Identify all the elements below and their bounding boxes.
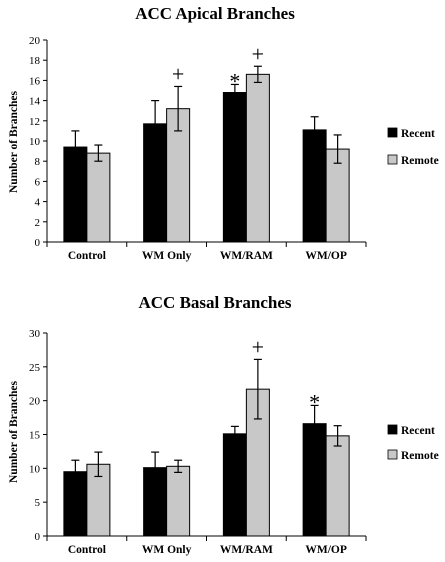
legend-label-recent: Recent	[401, 128, 435, 140]
annotations: +*	[252, 334, 320, 414]
legend-swatch-remote	[387, 449, 398, 460]
annotations: + * +	[172, 41, 264, 93]
error-bars	[71, 65, 342, 164]
error-bars	[71, 358, 342, 484]
asterisk-annotation: *	[309, 389, 320, 414]
bars	[63, 73, 350, 243]
legend-label-remote: Remote	[401, 450, 439, 462]
x-tick-label: WM/OP	[305, 250, 347, 262]
bars	[63, 388, 350, 537]
bar-recent	[302, 129, 327, 243]
plus-annotation: +	[172, 61, 184, 86]
x-tick-label: WM/RAM	[220, 544, 273, 556]
bar-remote	[166, 465, 191, 537]
legend-swatch-recent	[387, 127, 398, 138]
y-axis: 0 5 10 15 20 25 30	[29, 328, 48, 543]
bar-remote	[86, 152, 111, 243]
x-tick-label: WM Only	[142, 544, 192, 556]
x-axis: Control WM Only WM/RAM WM/OP	[46, 535, 367, 556]
bar-remote	[245, 73, 270, 243]
chart-basal: ACC Basal Branches Number of Branches 0 5…	[8, 293, 439, 556]
y-tick-label: 2	[35, 217, 41, 229]
legend: Recent Remote	[387, 127, 439, 167]
legend-swatch-recent	[387, 424, 398, 435]
asterisk-annotation: *	[229, 68, 240, 93]
bar-recent	[222, 92, 247, 243]
y-tick-label: 20	[29, 396, 41, 408]
y-tick-label: 8	[35, 156, 41, 168]
y-tick-label: 16	[29, 75, 41, 87]
y-axis-label: Number of Branches	[8, 90, 20, 193]
legend: Recent Remote	[387, 424, 439, 462]
chart-apical: ACC Apical Branches Number of Branches 0…	[8, 4, 439, 262]
x-tick-label: WM Only	[142, 250, 192, 262]
y-tick-label: 6	[35, 176, 41, 188]
y-tick-label: 30	[29, 328, 41, 340]
x-tick-label: Control	[68, 250, 106, 262]
x-tick-label: WM/OP	[305, 544, 347, 556]
y-tick-label: 20	[29, 35, 41, 47]
y-tick-label: 18	[29, 55, 41, 67]
y-axis: 0 2 4 6 8 10 12 14 16 18 20	[29, 35, 48, 249]
y-tick-label: 14	[29, 96, 41, 108]
y-tick-label: 25	[29, 362, 41, 374]
y-tick-label: 10	[29, 463, 41, 475]
y-axis-label: Number of Branches	[8, 380, 20, 483]
chart-title: ACC Basal Branches	[138, 293, 291, 312]
chart-title: ACC Apical Branches	[135, 4, 295, 23]
bar-remote	[325, 435, 350, 537]
legend-label-remote: Remote	[401, 155, 439, 167]
x-tick-label: WM/RAM	[220, 250, 273, 262]
bar-recent	[222, 433, 247, 537]
y-tick-label: 15	[29, 430, 41, 442]
legend-swatch-remote	[387, 154, 398, 165]
y-tick-label: 4	[35, 197, 41, 209]
legend-label-recent: Recent	[401, 425, 435, 437]
plus-annotation: +	[252, 334, 264, 359]
y-tick-label: 5	[35, 497, 41, 509]
x-tick-label: Control	[68, 544, 106, 556]
y-tick-label: 10	[29, 136, 41, 148]
y-tick-label: 0	[35, 237, 41, 249]
y-tick-label: 0	[35, 531, 41, 543]
x-axis: Control WM Only WM/RAM WM/OP	[46, 241, 367, 262]
plus-annotation: +	[252, 41, 264, 66]
y-tick-label: 12	[29, 116, 40, 128]
